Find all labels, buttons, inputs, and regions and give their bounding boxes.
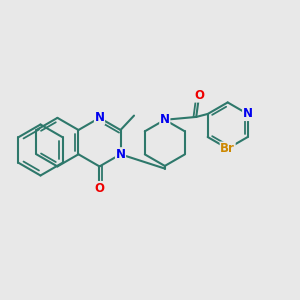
Text: O: O bbox=[194, 89, 204, 102]
Text: O: O bbox=[94, 182, 104, 194]
Text: N: N bbox=[160, 113, 170, 126]
Text: N: N bbox=[94, 111, 104, 124]
Text: N: N bbox=[243, 107, 253, 121]
Text: Br: Br bbox=[220, 142, 235, 155]
Text: N: N bbox=[116, 148, 125, 161]
